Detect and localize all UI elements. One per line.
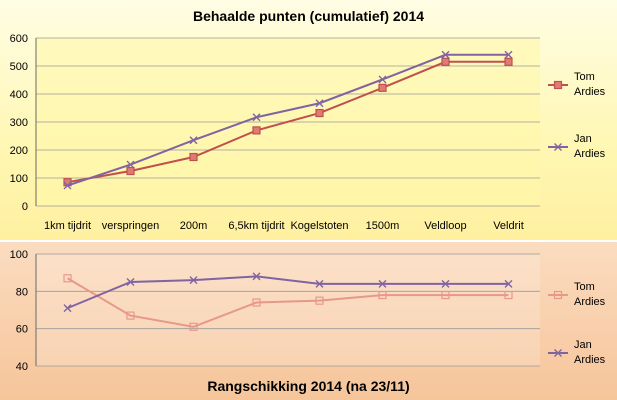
- data-point: [315, 296, 324, 305]
- data-point: [126, 311, 135, 320]
- data-point: [189, 276, 198, 285]
- series-line: [67, 275, 509, 310]
- data-point: [315, 279, 324, 288]
- data-point: [378, 290, 387, 300]
- legend-label: Jan: [574, 339, 592, 351]
- data-point: [441, 50, 450, 59]
- data-point: [63, 274, 72, 283]
- data-point: [252, 272, 261, 281]
- x-tick-label: 200m: [180, 220, 208, 232]
- data-point: [63, 181, 72, 190]
- legend-marker: [553, 290, 563, 300]
- x-tick-label: Kogelstoten: [290, 220, 348, 232]
- data-point: [441, 57, 450, 66]
- y-tick-label: 100: [10, 249, 28, 261]
- x-tick-label: verspringen: [102, 220, 159, 232]
- data-point: [126, 278, 135, 286]
- data-point: [126, 166, 135, 176]
- chart-title: Behaalde punten (cumulatief) 2014: [192, 8, 425, 24]
- legend-marker: [554, 143, 562, 151]
- x-tick-label: Veldloop: [424, 220, 466, 232]
- y-tick-label: 40: [16, 361, 28, 373]
- data-point: [252, 298, 261, 307]
- series-line: [67, 53, 509, 187]
- data-point: [378, 75, 387, 84]
- y-tick-label: 400: [10, 89, 28, 101]
- y-tick-label: 300: [10, 117, 28, 129]
- x-tick-label: 1km tijdrit: [44, 220, 91, 232]
- data-point: [441, 290, 450, 300]
- data-point: [189, 152, 198, 162]
- data-point: [126, 160, 135, 169]
- cumulative-points-panel: Behaalde punten (cumulatief) 2014 0 100 20…: [0, 0, 617, 240]
- legend-label: Ardies: [574, 296, 606, 308]
- data-point: [378, 279, 387, 288]
- data-point: [504, 279, 513, 288]
- data-point: [315, 108, 324, 118]
- data-point: [252, 113, 261, 122]
- data-point: [504, 57, 513, 66]
- data-point: [504, 290, 513, 300]
- y-tick-label: 600: [10, 33, 28, 45]
- data-point: [441, 279, 450, 288]
- legend-label: Tom: [574, 71, 595, 83]
- legend-label: Ardies: [574, 354, 606, 366]
- x-tick-label: 6,5km tijdrit: [228, 220, 284, 232]
- x-tick-label: 1500m: [366, 220, 400, 232]
- ranking-chart: 40 60 80 100 Tom Ardies Jan Ardies: [10, 249, 606, 373]
- series-line: [66, 277, 509, 328]
- legend-marker: [554, 349, 562, 357]
- series-line: [67, 60, 509, 184]
- data-point: [378, 83, 387, 92]
- y-tick-label: 0: [22, 201, 28, 213]
- chart-title: Rangschikking 2014 (na 23/11): [207, 378, 410, 394]
- data-point: [189, 322, 198, 331]
- ranking-panel: 40 60 80 100 Tom Ardies Jan Ardies Rangschikkin…: [0, 242, 617, 400]
- data-point: [504, 50, 513, 59]
- legend-label: Tom: [574, 281, 595, 293]
- data-point: [252, 126, 261, 135]
- cumulative-points-chart: 0 100 200 300 400 500 600 1km tijdrit verspringe…: [10, 33, 606, 232]
- data-point: [63, 304, 72, 313]
- data-point: [189, 136, 198, 145]
- y-tick-label: 100: [10, 173, 28, 185]
- y-tick-label: 60: [16, 324, 28, 336]
- legend-marker: [553, 80, 563, 90]
- legend-label: Jan: [574, 133, 592, 145]
- y-tick-label: 200: [10, 145, 28, 157]
- y-tick-label: 80: [16, 286, 28, 298]
- legend-label: Ardies: [574, 86, 606, 98]
- legend-label: Ardies: [574, 148, 606, 160]
- x-tick-label: Veldrit: [493, 220, 524, 232]
- data-point: [315, 99, 324, 108]
- plot-area: [36, 254, 540, 366]
- y-tick-label: 500: [10, 61, 28, 73]
